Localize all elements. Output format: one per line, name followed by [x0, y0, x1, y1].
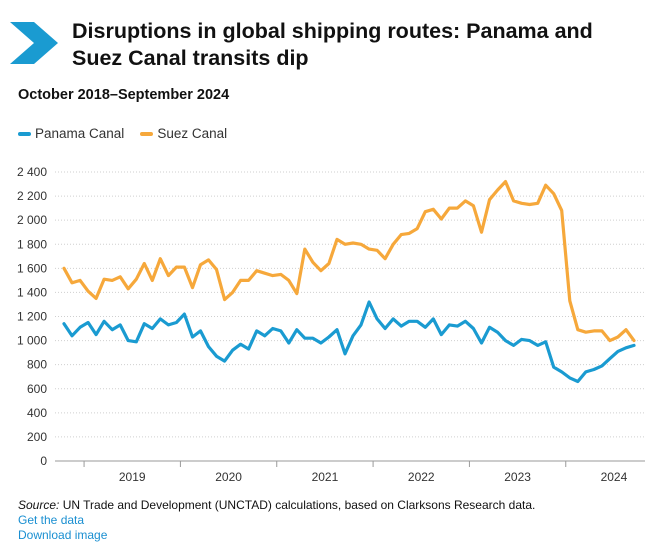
y-tick-label: 800	[27, 358, 47, 372]
line-chart: 0 200 400 600 800 1 000 1 200 1 400 1 600 1 800 2 …	[17, 165, 645, 484]
chart-title: Disruptions in global shipping routes: P…	[72, 19, 593, 70]
source-note: Source: UN Trade and Development (UNCTAD…	[18, 498, 535, 513]
x-tick-label: 2021	[312, 470, 339, 484]
legend-swatch-suez	[140, 131, 154, 136]
y-tick-label: 2 400	[17, 165, 47, 179]
y-tick-label: 2 000	[17, 213, 47, 227]
y-tick-label: 1 000	[17, 334, 47, 348]
y-tick-label: 0	[40, 454, 47, 468]
series-line-panama-canal	[62, 300, 636, 384]
x-tick-label: 2022	[408, 470, 435, 484]
chevron-icon	[10, 22, 58, 64]
x-tick-label: 2020	[215, 470, 242, 484]
unctad-chevron-logo	[10, 22, 58, 64]
legend-label-suez: Suez Canal	[157, 126, 228, 141]
x-tick-label: 2023	[504, 470, 531, 484]
chart-subtitle: October 2018–September 2024	[18, 87, 230, 103]
y-tick-label: 400	[27, 406, 47, 420]
y-tick-label: 600	[27, 382, 47, 396]
y-tick-label: 1 400	[17, 285, 47, 299]
legend-item-panama[interactable]: Panama Canal	[18, 126, 124, 141]
y-tick-label: 1 200	[17, 310, 47, 324]
source-label: Source:	[18, 498, 60, 512]
y-tick-label: 1 600	[17, 261, 47, 275]
legend: Panama Canal Suez Canal	[18, 126, 243, 141]
x-tick-label: 2024	[601, 470, 628, 484]
y-tick-label: 200	[27, 430, 47, 444]
legend-label-panama: Panama Canal	[35, 126, 125, 141]
legend-swatch-panama	[18, 131, 31, 136]
y-tick-label: 1 800	[17, 237, 47, 251]
get-the-data-link[interactable]: Get the data	[18, 513, 85, 527]
series-line-suez-canal	[62, 180, 636, 343]
legend-item-suez[interactable]: Suez Canal	[140, 126, 227, 141]
source-text: UN Trade and Development (UNCTAD) calcul…	[59, 498, 536, 512]
y-tick-label: 2 200	[17, 189, 47, 203]
x-tick-label: 2019	[119, 470, 146, 484]
download-image-link[interactable]: Download image	[18, 528, 108, 542]
